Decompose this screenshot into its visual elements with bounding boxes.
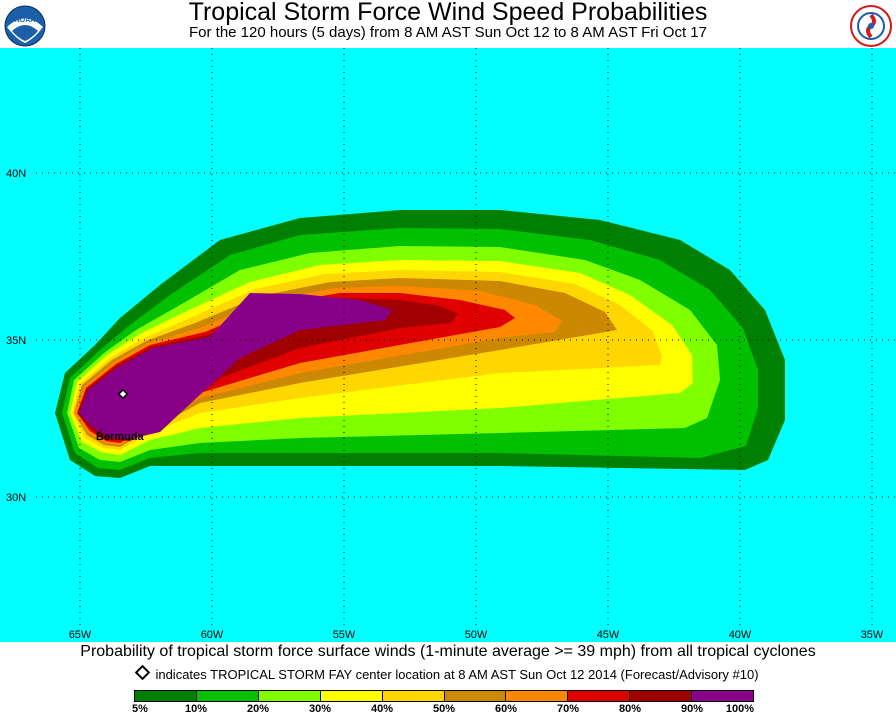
storm-location-note: indicates TROPICAL STORM FAY center loca… <box>0 664 896 684</box>
storm-location-text: indicates TROPICAL STORM FAY center loca… <box>155 667 759 682</box>
legend-label: 100% <box>725 703 755 715</box>
legend-label: 5% <box>132 703 148 715</box>
legend-labels: 5% 10% 20% 30% 40% 50% 60% 70% 80% 90% 100% <box>0 703 896 716</box>
longitude-label: 60W <box>201 629 224 641</box>
legend-label: 70% <box>556 703 580 715</box>
probability-legend <box>134 690 755 702</box>
legend-label: 50% <box>432 703 456 715</box>
contour-70pct <box>77 293 515 443</box>
latitude-label: 40N <box>6 168 26 180</box>
bermuda-location: ✓ Bermuda <box>96 427 145 443</box>
longitude-label: 65W <box>69 629 92 641</box>
legend-label: 60% <box>494 703 518 715</box>
latitude-labels: 40N 35N 30N <box>6 168 26 504</box>
header: NOAA Tropical Storm Force Wind Speed Pro… <box>0 0 896 48</box>
legend-swatch <box>568 690 631 702</box>
legend-swatch <box>506 690 569 702</box>
legend-swatch <box>692 690 755 702</box>
page-title: Tropical Storm Force Wind Speed Probabil… <box>188 0 708 26</box>
legend-swatch <box>196 690 259 702</box>
nws-logo <box>850 5 892 47</box>
legend-label: 20% <box>246 703 270 715</box>
longitude-label: 55W <box>333 629 356 641</box>
legend-label: 40% <box>370 703 394 715</box>
latitude-label: 35N <box>6 335 26 347</box>
map-corner-mark: * <box>72 48 76 52</box>
legend-label: 10% <box>184 703 208 715</box>
legend-swatch <box>134 690 197 702</box>
contour-90pct <box>79 293 392 439</box>
bermuda-label: Bermuda <box>96 431 145 443</box>
legend-swatch <box>382 690 445 702</box>
longitude-labels: 65W 60W 55W 50W 45W 40W 35W <box>69 629 884 641</box>
legend-label: 80% <box>618 703 642 715</box>
map-caption: Probability of tropical storm force surf… <box>80 643 816 660</box>
longitude-label: 40W <box>729 629 752 641</box>
diamond-marker-icon <box>135 664 151 681</box>
storm-center-diamond <box>117 388 129 400</box>
longitude-label: 45W <box>597 629 620 641</box>
probability-contours <box>55 210 785 478</box>
probability-map: 65W 60W 55W 50W 45W 40W 35W 40N 35N 30N ✓ Bermud… <box>0 48 896 642</box>
legend-swatch <box>444 690 507 702</box>
legend-swatch <box>320 690 383 702</box>
page-subtitle: For the 120 hours (5 days) from 8 AM AST… <box>188 24 707 41</box>
latitude-label: 30N <box>6 492 26 504</box>
longitude-label: 35W <box>861 629 884 641</box>
legend-swatch <box>630 690 693 702</box>
legend-swatch <box>258 690 321 702</box>
lat-lon-grid <box>36 48 896 628</box>
legend-label: 30% <box>308 703 332 715</box>
longitude-label: 50W <box>465 629 488 641</box>
bermuda-symbol: ✓ <box>96 427 104 437</box>
legend-label: 90% <box>680 703 704 715</box>
noaa-logo: NOAA <box>4 5 46 47</box>
svg-text:NOAA: NOAA <box>15 17 36 24</box>
